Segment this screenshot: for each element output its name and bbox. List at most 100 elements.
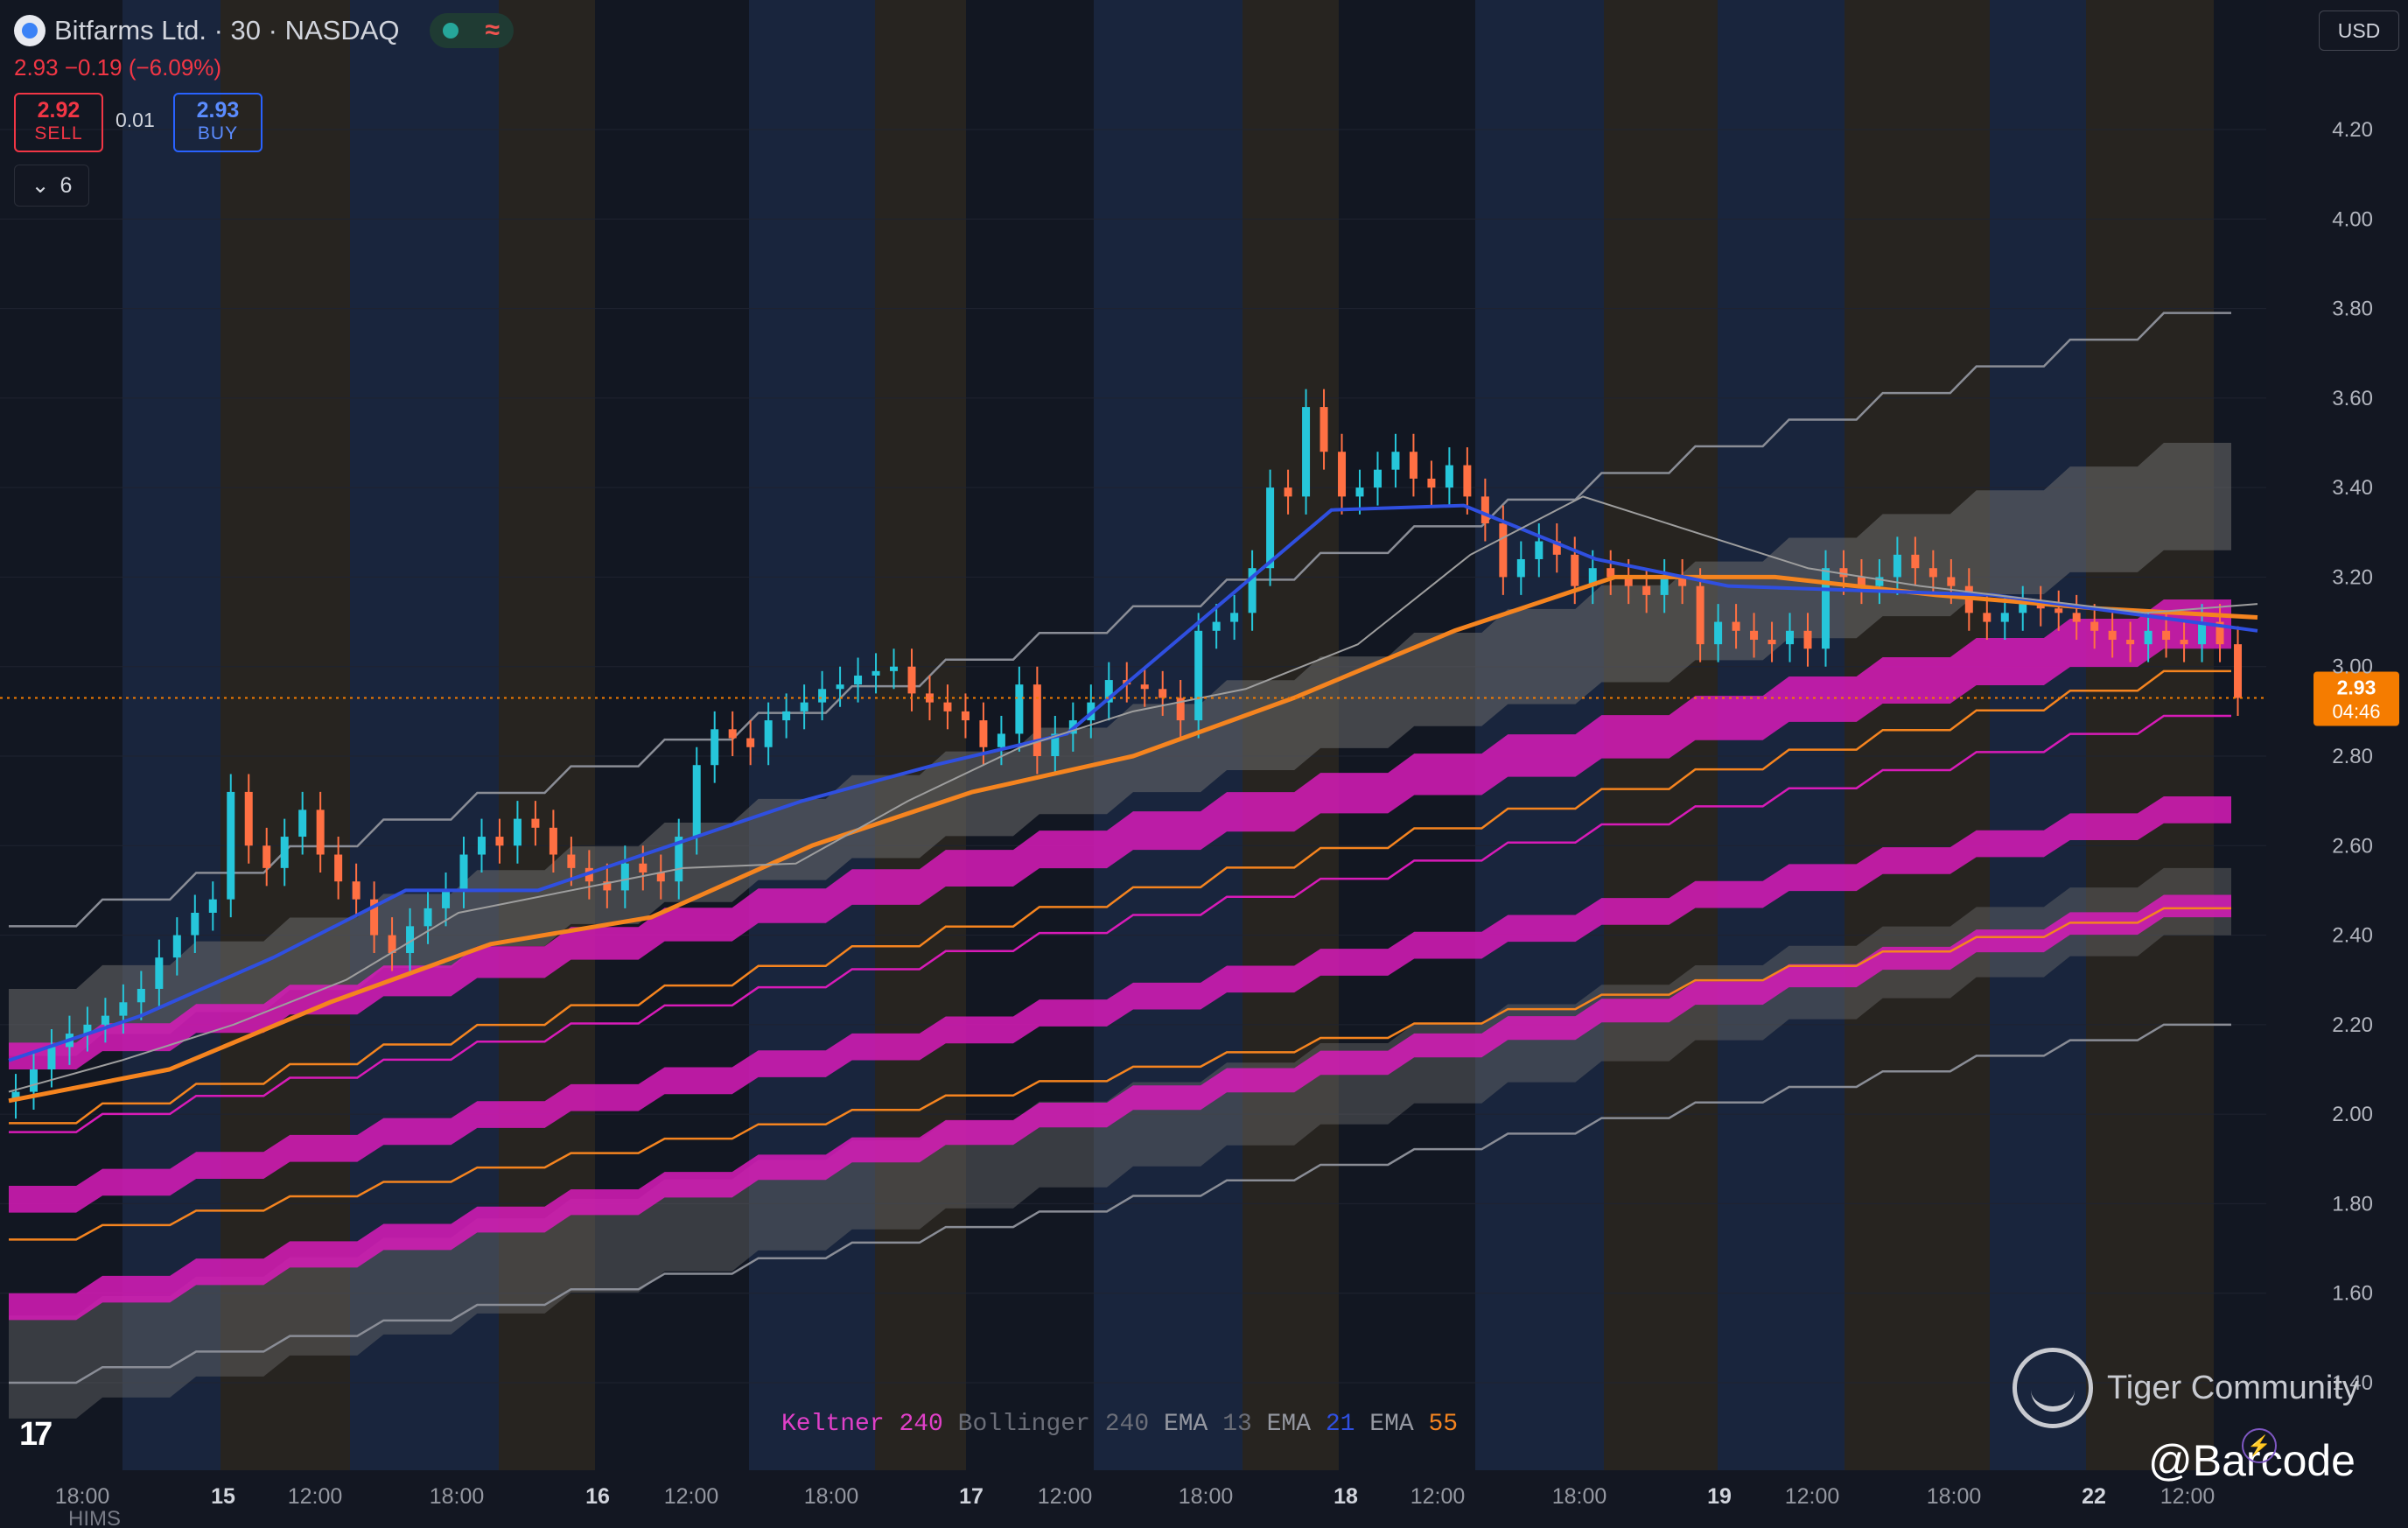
candle-body	[1284, 487, 1292, 497]
x-tick-label: 12:00	[1410, 1484, 1466, 1509]
bollinger-outer-upper-line	[9, 312, 2231, 928]
x-tick-label: 12:00	[1785, 1484, 1840, 1509]
price-tag-countdown: 04:46	[2332, 701, 2380, 723]
buy-button[interactable]: 2.93 BUY	[173, 93, 262, 152]
session-band	[595, 0, 749, 1470]
legend-ema21-len: 21	[1325, 1411, 1355, 1438]
bottom-symbol: HIMS	[68, 1507, 121, 1528]
candle-body	[1821, 568, 1830, 649]
sell-button[interactable]: 2.92 SELL	[14, 93, 103, 152]
session-band	[875, 0, 966, 1470]
market-open-icon	[442, 23, 458, 39]
candle-body	[495, 837, 504, 846]
legend-bollinger[interactable]: Bollinger	[957, 1411, 1090, 1438]
indicator-legend[interactable]: Keltner 240 Bollinger 240 EMA 13 EMA 21 …	[781, 1411, 1458, 1438]
candle-body	[531, 818, 540, 828]
x-tick-label: 18:00	[1927, 1484, 1982, 1509]
candle-body	[2144, 630, 2152, 645]
x-tick-label: 19	[1707, 1484, 1732, 1509]
candle-body	[83, 1024, 92, 1034]
lightning-icon[interactable]: ⚡	[2242, 1428, 2277, 1463]
candle-body	[1893, 554, 1901, 578]
candle-body	[1158, 689, 1167, 698]
session-band	[1990, 0, 2086, 1470]
tiger-logo-icon	[2012, 1348, 2093, 1428]
candle-body	[746, 738, 755, 747]
bollinger-upper-band	[9, 443, 2231, 1056]
tradingview-logo-icon[interactable]: 17	[19, 1416, 52, 1453]
candle-body	[979, 720, 988, 747]
candle-body	[2198, 621, 2207, 645]
symbol-header[interactable]: Bitfarms Ltd. · 30 · NASDAQ ≈	[14, 12, 514, 49]
x-tick-label: 12:00	[288, 1484, 343, 1509]
candle-body	[1032, 684, 1041, 756]
y-tick-label: 3.20	[2332, 565, 2373, 589]
candle-body	[1535, 541, 1544, 559]
ema55-line	[8, 574, 2258, 1104]
legend-keltner[interactable]: Keltner	[781, 1411, 885, 1438]
candle-body	[907, 666, 916, 694]
candle-body	[1338, 452, 1347, 497]
candle-body	[997, 733, 1005, 747]
x-tick-label: 18:00	[430, 1484, 485, 1509]
legend-ema55[interactable]: EMA	[1369, 1411, 1414, 1438]
y-tick-label: 2.60	[2332, 834, 2373, 858]
candle-body	[656, 872, 665, 882]
market-status-badge[interactable]: ≈	[429, 13, 514, 48]
candle-body	[1642, 585, 1651, 595]
currency-button[interactable]: USD	[2319, 11, 2399, 51]
y-tick-label: 1.80	[2332, 1192, 2373, 1216]
candle-body	[1983, 613, 1992, 622]
candle-body	[459, 854, 468, 891]
legend-keltner-len: 240	[899, 1411, 943, 1438]
candle-body	[1857, 577, 1866, 586]
candle-body	[1051, 733, 1060, 756]
indicators-collapse-button[interactable]: ⌄ 6	[14, 165, 89, 207]
candle-body	[854, 675, 863, 685]
candle-body	[262, 845, 271, 868]
candle-body	[1750, 630, 1759, 641]
spread-value: 0.01	[116, 109, 155, 131]
legend-ema13[interactable]: EMA	[1163, 1411, 1208, 1438]
candle-body	[388, 935, 396, 954]
candle-body	[2090, 621, 2099, 631]
price-tag-bg	[2314, 671, 2399, 726]
candle-body	[1015, 684, 1024, 734]
x-tick-label: 12:00	[664, 1484, 719, 1509]
y-tick-label: 3.80	[2332, 298, 2373, 321]
legend-ema21[interactable]: EMA	[1266, 1411, 1312, 1438]
candle-body	[925, 693, 934, 703]
x-tick-label: 18:00	[55, 1484, 110, 1509]
candle-body	[1230, 613, 1239, 622]
candle-body	[2126, 640, 2135, 645]
sell-label: SELL	[34, 123, 83, 144]
x-tick-label: 18:00	[1552, 1484, 1607, 1509]
keltner-lower-band	[9, 894, 2231, 1321]
candle-body	[1516, 558, 1525, 578]
candle-body	[172, 935, 181, 958]
y-tick-label: 2.00	[2332, 1103, 2373, 1126]
bitfarms-logo-icon	[14, 15, 46, 46]
candle-body	[800, 702, 808, 711]
candle-body	[2216, 621, 2224, 645]
candle-body	[2036, 604, 2045, 609]
y-tick-label: 4.20	[2332, 118, 2373, 142]
candle-body	[316, 810, 325, 855]
candle-body	[872, 670, 880, 676]
candle-body	[47, 1047, 56, 1069]
candle-body	[1803, 630, 1812, 649]
chevron-down-icon: ⌄	[31, 173, 50, 198]
symbol-title[interactable]: Bitfarms Ltd. · 30 · NASDAQ	[54, 15, 400, 46]
candle-body	[1212, 621, 1221, 631]
candle-body	[1427, 478, 1436, 488]
candle-body	[1355, 487, 1364, 497]
candle-body	[728, 729, 737, 739]
candle-body	[710, 729, 719, 766]
x-tick-label: 12:00	[1038, 1484, 1093, 1509]
sell-price: 2.92	[37, 98, 80, 123]
candle-body	[244, 791, 253, 846]
buy-label: BUY	[197, 123, 239, 144]
